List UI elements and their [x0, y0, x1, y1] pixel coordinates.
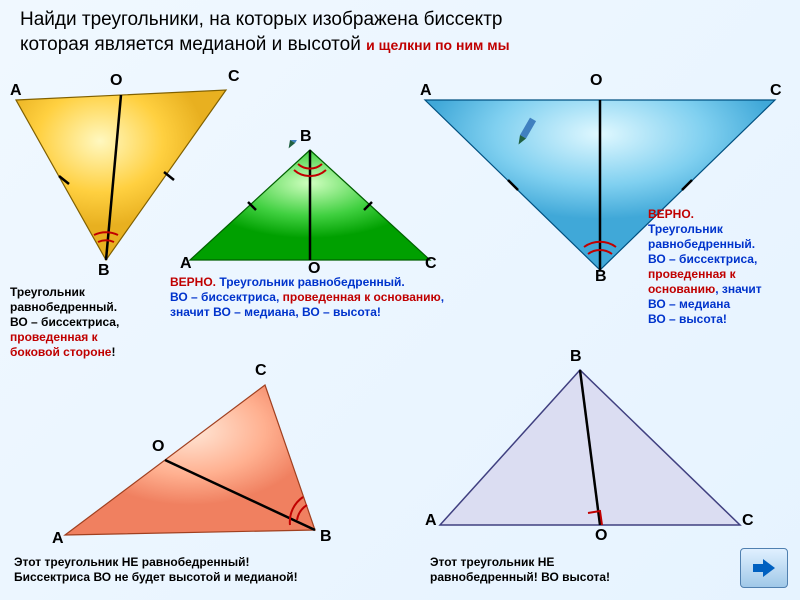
- blue-label-A: A: [420, 82, 432, 100]
- yellow-label-A: A: [10, 82, 22, 100]
- pink-label-B: B: [320, 528, 332, 546]
- pink-label-O: O: [152, 438, 164, 456]
- lilac-label-C: C: [742, 512, 754, 530]
- title-hint: и щелкни по ним мы: [366, 37, 509, 53]
- yellow-label-C: C: [228, 68, 240, 86]
- green-label-A: A: [180, 255, 192, 273]
- pink-label-A: A: [52, 530, 64, 548]
- lilac-label-B: B: [570, 348, 582, 366]
- blue-label-O: O: [590, 72, 602, 90]
- lilac-label-O: O: [595, 527, 607, 545]
- page-title: Найди треугольники, на которых изображен…: [20, 8, 800, 57]
- blue-label-B: B: [595, 268, 607, 286]
- title-line2: которая является медианой и высотой: [20, 34, 366, 55]
- green-label-B: B: [300, 128, 312, 146]
- triangle-lilac[interactable]: [420, 355, 760, 545]
- green-caption: ВЕРНО. Треугольник равнобедренный. ВО – …: [170, 275, 460, 320]
- blue-caption: ВЕРНО. Треугольник равнобедренный. ВО – …: [648, 207, 798, 327]
- yellow-caption: Треугольник равнобедренный. ВО – биссект…: [10, 285, 150, 360]
- arrow-right-icon: [751, 557, 777, 579]
- lilac-caption: Этот треугольник НЕ равнобедренный! ВО в…: [430, 555, 690, 585]
- triangle-pink[interactable]: [55, 375, 335, 545]
- yellow-label-B: B: [98, 262, 110, 280]
- triangle-green[interactable]: [180, 140, 440, 270]
- next-button[interactable]: [740, 548, 788, 588]
- yellow-label-O: O: [110, 72, 122, 90]
- title-line1: Найди треугольники, на которых изображен…: [20, 9, 502, 30]
- blue-label-C: C: [770, 82, 782, 100]
- pink-caption: Этот треугольник НЕ равнобедренный! Бисс…: [14, 555, 334, 585]
- pink-label-C: C: [255, 362, 267, 380]
- lilac-label-A: A: [425, 512, 437, 530]
